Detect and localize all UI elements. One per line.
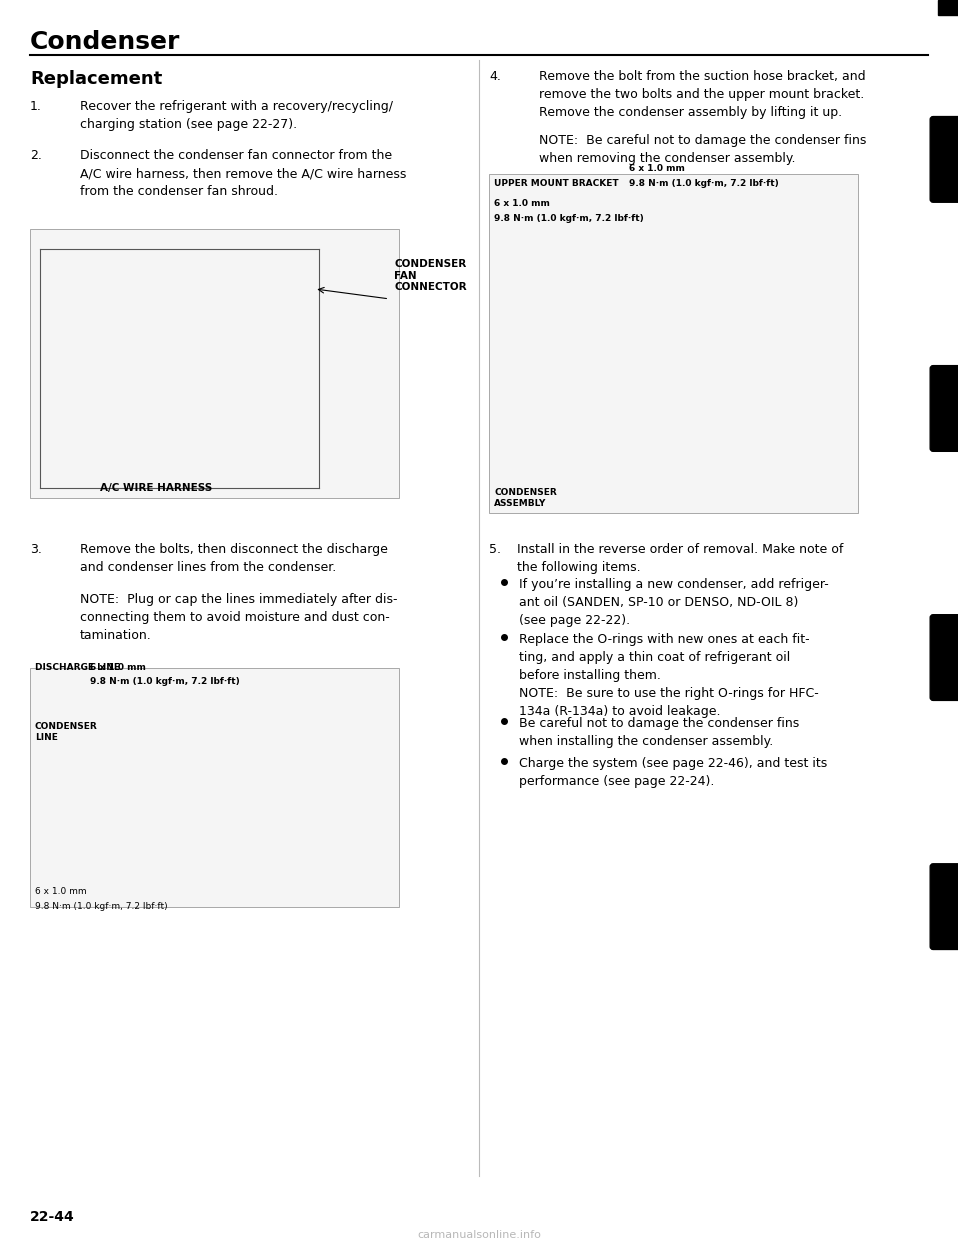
Text: CONDENSER
FAN
CONNECTOR: CONDENSER FAN CONNECTOR <box>395 260 467 292</box>
Text: Charge the system (see page 22-46), and test its
performance (see page 22-24).: Charge the system (see page 22-46), and … <box>519 758 828 789</box>
FancyBboxPatch shape <box>30 229 399 498</box>
Text: Remove the bolt from the suction hose bracket, and
remove the two bolts and the : Remove the bolt from the suction hose br… <box>539 70 866 119</box>
Text: Replace the O-rings with new ones at each fit-
ting, and apply a thin coat of re: Replace the O-rings with new ones at eac… <box>519 632 819 718</box>
Text: Recover the refrigerant with a recovery/recycling/
charging station (see page 22: Recover the refrigerant with a recovery/… <box>80 99 393 130</box>
Text: 3.: 3. <box>30 543 42 556</box>
Text: CONDENSER
ASSEMBLY: CONDENSER ASSEMBLY <box>494 488 557 508</box>
Text: 4.: 4. <box>489 70 501 83</box>
Text: 1.: 1. <box>30 99 42 113</box>
Text: 22-44: 22-44 <box>30 1211 75 1225</box>
Text: Be careful not to damage the condenser fins
when installing the condenser assemb: Be careful not to damage the condenser f… <box>519 718 800 749</box>
Text: Replacement: Replacement <box>30 70 162 88</box>
Text: 9.8 N·m (1.0 kgf·m, 7.2 lbf·ft): 9.8 N·m (1.0 kgf·m, 7.2 lbf·ft) <box>90 677 240 687</box>
Text: 5.    Install in the reverse order of removal. Make note of
       the following: 5. Install in the reverse order of remov… <box>489 543 844 574</box>
FancyBboxPatch shape <box>930 365 960 451</box>
FancyBboxPatch shape <box>938 0 958 15</box>
FancyBboxPatch shape <box>930 863 960 949</box>
Text: 6 x 1.0 mm: 6 x 1.0 mm <box>35 887 86 895</box>
FancyBboxPatch shape <box>930 117 960 202</box>
Text: 2.: 2. <box>30 149 42 163</box>
FancyBboxPatch shape <box>930 615 960 700</box>
Text: carmanualsonline.info: carmanualsonline.info <box>418 1231 541 1241</box>
Text: 9.8 N·m (1.0 kgf·m, 7.2 lbf·ft): 9.8 N·m (1.0 kgf·m, 7.2 lbf·ft) <box>35 902 168 910</box>
Text: If you’re installing a new condenser, add refriger-
ant oil (SANDEN, SP-10 or DE: If you’re installing a new condenser, ad… <box>519 578 828 627</box>
FancyBboxPatch shape <box>30 667 399 907</box>
Text: 9.8 N·m (1.0 kgf·m, 7.2 lbf·ft): 9.8 N·m (1.0 kgf·m, 7.2 lbf·ft) <box>494 214 644 224</box>
Text: NOTE:  Be careful not to damage the condenser fins
when removing the condenser a: NOTE: Be careful not to damage the conde… <box>539 134 866 165</box>
Text: 6 x 1.0 mm: 6 x 1.0 mm <box>629 164 684 174</box>
Text: Remove the bolts, then disconnect the discharge
and condenser lines from the con: Remove the bolts, then disconnect the di… <box>80 543 388 574</box>
Text: 6 x 1.0 mm: 6 x 1.0 mm <box>90 662 146 672</box>
Text: NOTE:  Plug or cap the lines immediately after dis-
connecting them to avoid moi: NOTE: Plug or cap the lines immediately … <box>80 592 397 642</box>
Text: 6 x 1.0 mm: 6 x 1.0 mm <box>494 199 550 209</box>
FancyBboxPatch shape <box>489 174 858 513</box>
Text: CONDENSER
LINE: CONDENSER LINE <box>35 723 98 741</box>
Text: DISCHARGE LINE: DISCHARGE LINE <box>35 662 120 672</box>
Text: A/C WIRE HARNESS: A/C WIRE HARNESS <box>100 483 212 493</box>
Text: Condenser: Condenser <box>30 30 180 53</box>
Text: UPPER MOUNT BRACKET: UPPER MOUNT BRACKET <box>494 179 618 189</box>
Text: Disconnect the condenser fan connector from the
A/C wire harness, then remove th: Disconnect the condenser fan connector f… <box>80 149 406 199</box>
Text: 9.8 N·m (1.0 kgf·m, 7.2 lbf·ft): 9.8 N·m (1.0 kgf·m, 7.2 lbf·ft) <box>629 179 779 189</box>
